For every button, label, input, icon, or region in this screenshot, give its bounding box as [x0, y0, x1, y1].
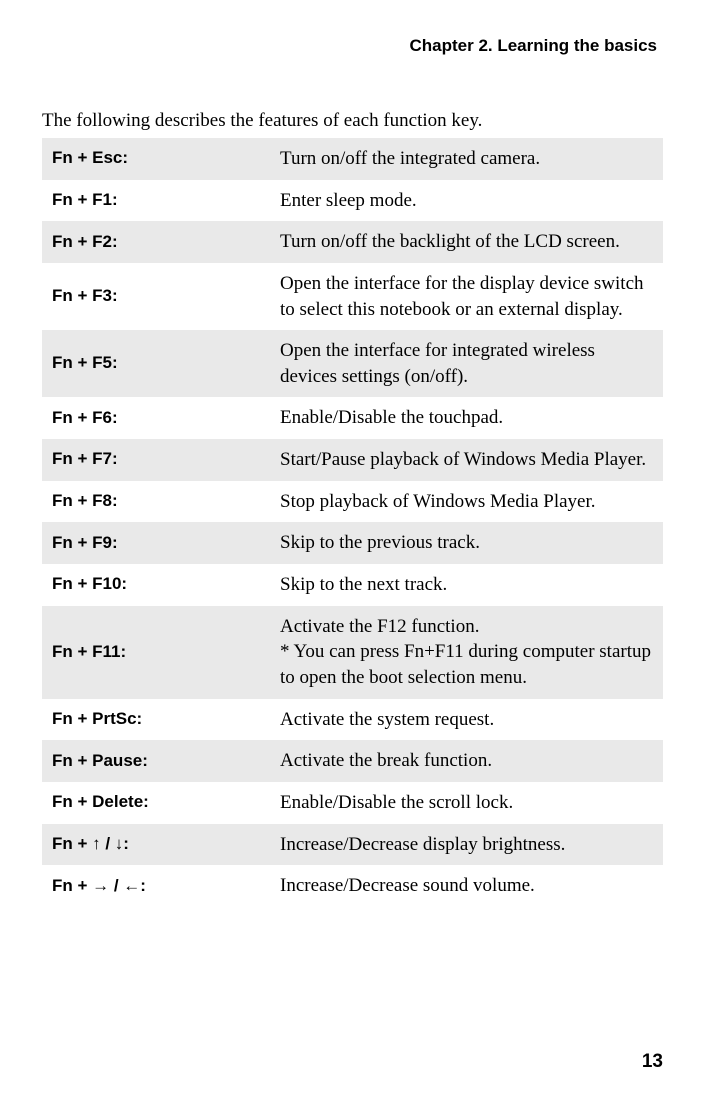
fn-key-desc: Increase/Decrease sound volume.: [270, 865, 663, 907]
fn-key-desc: Activate the system request.: [270, 699, 663, 741]
table-row: Fn + Pause: Activate the break function.: [42, 740, 663, 782]
fn-key-label: Fn + Pause:: [42, 740, 270, 782]
fn-key-label: Fn + F8:: [42, 481, 270, 523]
table-row: Fn + F11: Activate the F12 function.* Yo…: [42, 606, 663, 699]
chapter-header: Chapter 2. Learning the basics: [42, 36, 663, 56]
document-page: Chapter 2. Learning the basics The follo…: [0, 0, 705, 1103]
fn-key-label: Fn + PrtSc:: [42, 699, 270, 741]
table-row: Fn + F7: Start/Pause playback of Windows…: [42, 439, 663, 481]
fn-key-label: Fn + F2:: [42, 221, 270, 263]
page-number: 13: [642, 1051, 663, 1073]
table-row: Fn + F2: Turn on/off the backlight of th…: [42, 221, 663, 263]
fn-key-desc: Enable/Disable the scroll lock.: [270, 782, 663, 824]
fn-key-label: Fn + F1:: [42, 180, 270, 222]
fn-key-desc: Turn on/off the integrated camera.: [270, 138, 663, 180]
table-row: Fn + → / ←: Increase/Decrease sound volu…: [42, 865, 663, 907]
table-row: Fn + ↑ / ↓: Increase/Decrease display br…: [42, 824, 663, 866]
table-row: Fn + F1: Enter sleep mode.: [42, 180, 663, 222]
fn-key-label: Fn + → / ←:: [42, 865, 270, 907]
fn-key-desc: Skip to the next track.: [270, 564, 663, 606]
table-row: Fn + F3: Open the interface for the disp…: [42, 263, 663, 330]
fn-key-label: Fn + F3:: [42, 263, 270, 330]
fn-key-label: Fn + F10:: [42, 564, 270, 606]
table-row: Fn + Esc: Turn on/off the integrated cam…: [42, 138, 663, 180]
table-row: Fn + PrtSc: Activate the system request.: [42, 699, 663, 741]
fn-key-desc: Turn on/off the backlight of the LCD scr…: [270, 221, 663, 263]
fn-key-label: Fn + Esc:: [42, 138, 270, 180]
table-row: Fn + F5: Open the interface for integrat…: [42, 330, 663, 397]
fn-key-desc: Activate the F12 function.* You can pres…: [270, 606, 663, 699]
table-row: Fn + F10: Skip to the next track.: [42, 564, 663, 606]
fn-key-desc: Open the interface for integrated wirele…: [270, 330, 663, 397]
fn-key-desc: Activate the break function.: [270, 740, 663, 782]
function-key-table: Fn + Esc: Turn on/off the integrated cam…: [42, 138, 663, 907]
fn-key-desc: Enter sleep mode.: [270, 180, 663, 222]
fn-key-desc: Open the interface for the display devic…: [270, 263, 663, 330]
fn-key-label: Fn + F7:: [42, 439, 270, 481]
table-row: Fn + Delete: Enable/Disable the scroll l…: [42, 782, 663, 824]
table-row: Fn + F8: Stop playback of Windows Media …: [42, 481, 663, 523]
fn-key-label: Fn + F9:: [42, 522, 270, 564]
fn-key-desc: Enable/Disable the touchpad.: [270, 397, 663, 439]
fn-key-label: Fn + F6:: [42, 397, 270, 439]
fn-key-label: Fn + F11:: [42, 606, 270, 699]
fn-key-desc: Skip to the previous track.: [270, 522, 663, 564]
table-row: Fn + F9: Skip to the previous track.: [42, 522, 663, 564]
fn-key-desc: Increase/Decrease display brightness.: [270, 824, 663, 866]
fn-key-label: Fn + Delete:: [42, 782, 270, 824]
fn-key-desc: Start/Pause playback of Windows Media Pl…: [270, 439, 663, 481]
intro-text: The following describes the features of …: [42, 110, 663, 132]
fn-key-desc: Stop playback of Windows Media Player.: [270, 481, 663, 523]
fn-key-label: Fn + ↑ / ↓:: [42, 824, 270, 866]
table-row: Fn + F6: Enable/Disable the touchpad.: [42, 397, 663, 439]
fn-key-label: Fn + F5:: [42, 330, 270, 397]
